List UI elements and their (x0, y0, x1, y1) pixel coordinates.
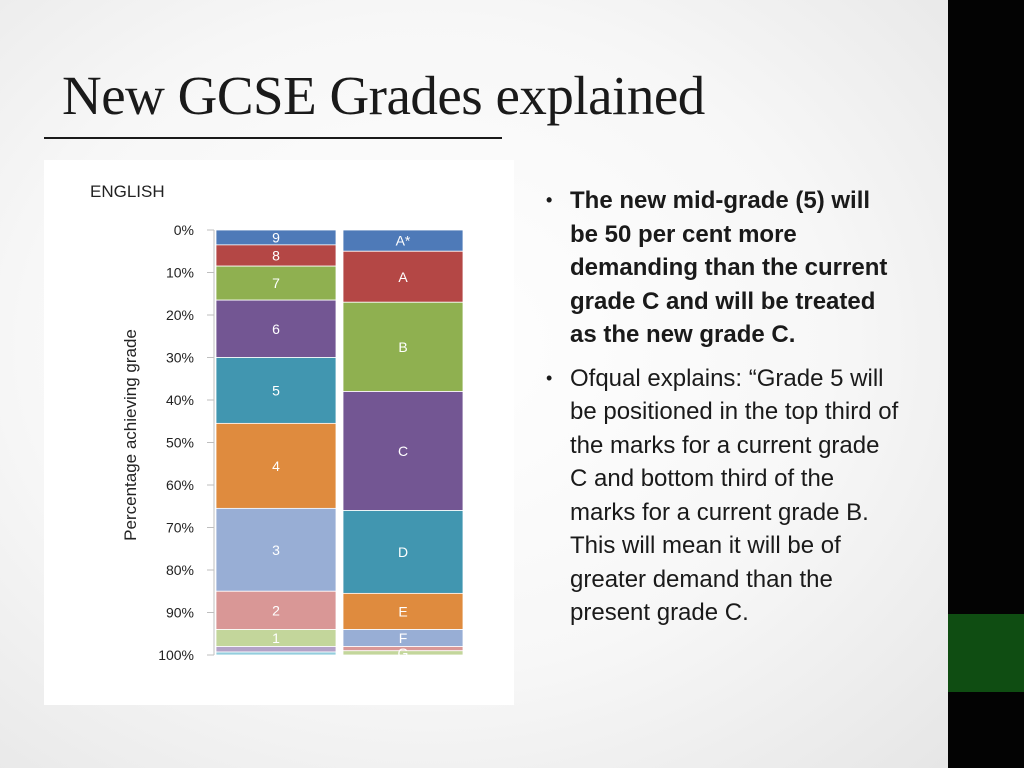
bullet-list: • The new mid-grade (5) will be 50 per c… (540, 184, 900, 640)
bar-segment (342, 650, 464, 656)
bar-segment (215, 265, 337, 301)
segment-label: F (399, 630, 408, 646)
title-underline (44, 137, 502, 139)
slide-title: New GCSE Grades explained (62, 65, 705, 126)
bullet-text: Ofqual explains: “Grade 5 will be positi… (570, 364, 899, 627)
y-tick-label: 60% (166, 477, 194, 493)
segment-label: 1 (272, 630, 280, 646)
bar-segment (215, 651, 337, 656)
bullet-text: The new mid-grade (5) will be 50 per cen… (570, 187, 888, 348)
segment-label: A (398, 269, 408, 285)
segment-label: G (398, 645, 409, 661)
segment-label: 9 (272, 229, 280, 245)
y-axis-ticks: 0% 10% 20% 30% 40% 50% 60% 70% 80% 90% 100% (158, 222, 214, 663)
bar-segment (342, 301, 464, 392)
segment-label: 7 (272, 275, 280, 291)
bullet-dot-icon: • (546, 190, 553, 210)
bar-segment (342, 510, 464, 594)
segment-label: A* (396, 233, 411, 249)
y-tick-label: 90% (166, 605, 194, 621)
bar-segment (342, 592, 464, 630)
grades-chart: ENGLISH Percentage achieving grade 0%10%… (90, 182, 464, 663)
stacked-bars: 9 8 7 6 5 4 3 2 1 A* A B C D EFG (215, 229, 464, 661)
bullet-dot-icon: • (546, 367, 553, 388)
segment-label: 5 (272, 382, 280, 398)
chart-title: ENGLISH (90, 182, 165, 201)
segment-label: 2 (272, 602, 280, 618)
bar-segment (215, 299, 337, 358)
segment-label: 3 (272, 542, 280, 558)
segment-label: 6 (272, 321, 280, 337)
y-tick-label: 70% (166, 520, 194, 536)
segment-label: 4 (272, 458, 280, 474)
bar-segment (215, 507, 337, 592)
bar-segment (215, 422, 337, 509)
bullet-item: • The new mid-grade (5) will be 50 per c… (540, 184, 900, 352)
bar-segment (215, 590, 337, 630)
segment-label: B (398, 339, 407, 355)
y-tick-label: 100% (158, 647, 194, 663)
bar-segment (215, 646, 337, 653)
y-tick-label: 20% (166, 307, 194, 323)
segment-label: D (398, 544, 408, 560)
y-tick-label: 0% (174, 222, 194, 238)
segment-label: E (398, 603, 407, 619)
bullet-item: • Ofqual explains: “Grade 5 will be posi… (540, 362, 900, 630)
segment-label: 8 (272, 248, 280, 264)
chart-panel: ENGLISH Percentage achieving grade 0% 10%… (44, 160, 514, 705)
y-tick-label: 40% (166, 392, 194, 408)
y-tick-label: 30% (166, 350, 194, 366)
y-tick-label: 80% (166, 562, 194, 578)
chart-y-axis-label: Percentage achieving grade (121, 329, 140, 541)
segment-label: C (398, 443, 408, 459)
y-tick-label: 10% (166, 265, 194, 281)
bar-segment (342, 391, 464, 511)
y-tick-label: 50% (166, 435, 194, 451)
bar-segment (215, 357, 337, 424)
sidebar-accent-block (948, 614, 1024, 692)
